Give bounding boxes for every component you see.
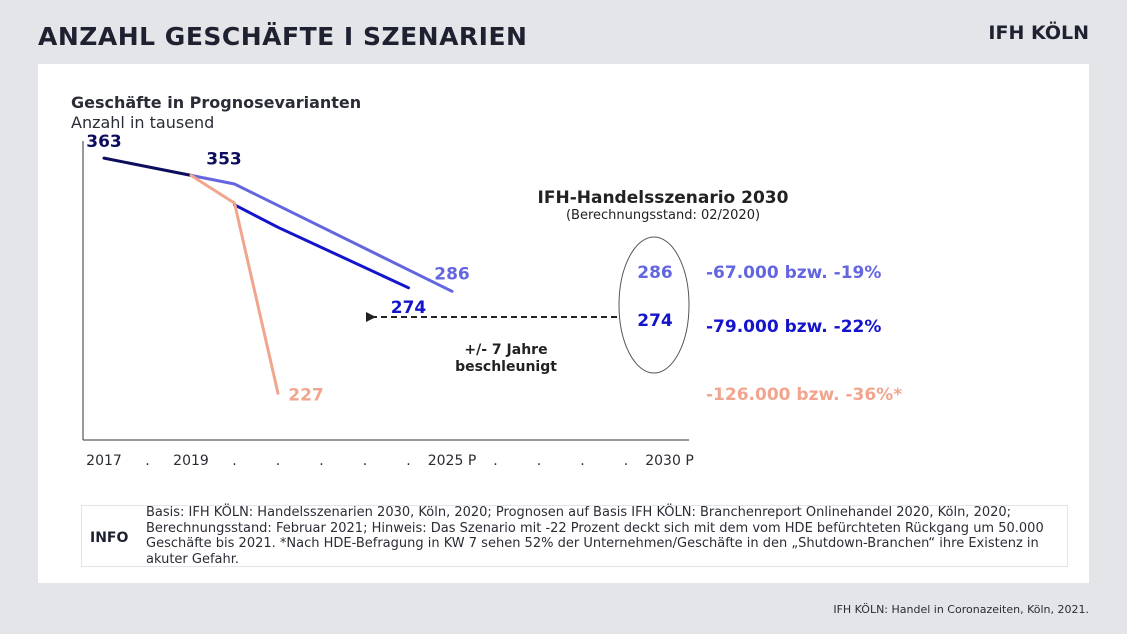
- scenario-change-scenario_19: -67.000 bzw. -19%: [706, 263, 881, 283]
- info-label: INFO: [90, 530, 129, 546]
- scenario-change-scenario_22: -79.000 bzw. -22%: [706, 317, 881, 337]
- chart-title: Geschäfte in Prognosevarianten: [71, 93, 362, 112]
- x-tick-label: .: [624, 453, 628, 469]
- x-tick-label: .: [319, 453, 323, 469]
- series-line-historic: [102, 156, 193, 177]
- x-tick-label: .: [276, 453, 280, 469]
- scenario-value-scenario_22: 274: [637, 311, 673, 331]
- x-tick-label: .: [537, 453, 541, 469]
- arrow-label-line2: beschleunigt: [455, 359, 557, 375]
- x-tick-label: 2030 P: [645, 453, 694, 469]
- x-tick-label: .: [145, 453, 149, 469]
- x-tick-label: 2017: [86, 453, 122, 469]
- x-tick-label: .: [580, 453, 584, 469]
- brand-logo: IFH KÖLN: [988, 22, 1089, 44]
- data-label-scenario_19: 286: [434, 264, 470, 284]
- x-tick-label: .: [363, 453, 367, 469]
- scenario-title: IFH-Handelsszenario 2030: [538, 188, 789, 208]
- scenario-change-scenario_36: -126.000 bzw. -36%*: [706, 385, 902, 405]
- series-line-scenario_36: [189, 173, 280, 395]
- data-label-historic: 353: [206, 149, 242, 169]
- data-label-scenario_36: 227: [288, 385, 324, 405]
- scenario-ellipse: [618, 236, 690, 374]
- info-box: INFO Basis: IFH KÖLN: Handelsszenarien 2…: [81, 505, 1068, 567]
- source-note: IFH KÖLN: Handel in Coronazeiten, Köln, …: [833, 603, 1089, 616]
- chart-subtitle: Anzahl in tausend: [71, 113, 215, 132]
- x-tick-label: .: [406, 453, 410, 469]
- page-title: ANZAHL GESCHÄFTE I SZENARIEN: [38, 22, 528, 51]
- data-label-scenario_22: 274: [391, 298, 427, 318]
- x-tick-label: .: [493, 453, 497, 469]
- arrow-label-line1: +/- 7 Jahre: [464, 342, 547, 358]
- series-line-scenario_22: [233, 203, 410, 290]
- content-panel: [38, 64, 1089, 583]
- x-tick-label: 2025 P: [428, 453, 477, 469]
- x-tick-label: 2019: [173, 453, 209, 469]
- scenario-subtitle: (Berechnungsstand: 02/2020): [566, 208, 760, 223]
- series-line-scenario_19: [189, 173, 454, 293]
- scenario-value-scenario_19: 286: [637, 263, 673, 283]
- x-tick-label: .: [232, 453, 236, 469]
- data-label-historic: 363: [86, 132, 122, 152]
- info-text: Basis: IFH KÖLN: Handelsszenarien 2030, …: [146, 505, 1044, 567]
